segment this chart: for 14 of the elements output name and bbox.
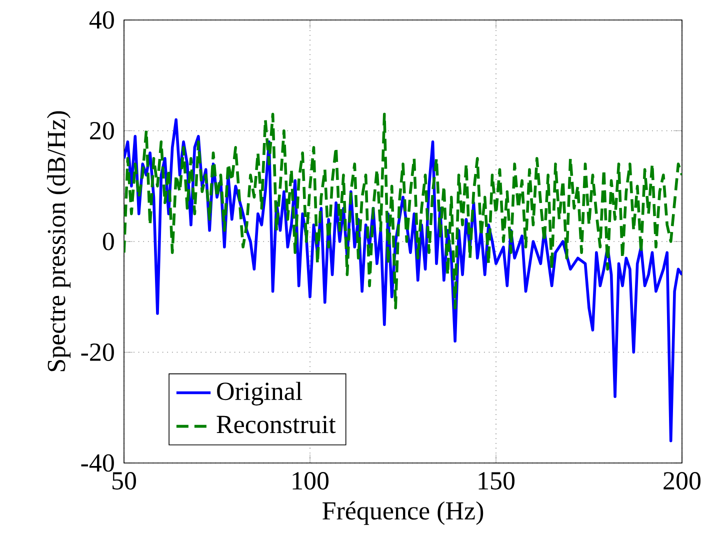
x-axis-title: Fréquence (Hz): [322, 501, 484, 525]
legend-label: Original: [217, 382, 302, 406]
y-tick-label: -40: [81, 454, 114, 472]
x-tick-label: 100: [292, 472, 329, 490]
y-tick-label: -20: [81, 343, 114, 362]
x-tick-label: 200: [664, 472, 701, 490]
x-tick-label: 50: [112, 472, 136, 490]
y-tick-label: 0: [102, 232, 114, 250]
y-axis-title: Spectre pression (dB/Hz): [46, 111, 71, 372]
line-series: [124, 112, 682, 310]
y-tick-label: 20: [90, 122, 114, 140]
y-tick-label: 40: [89, 11, 114, 29]
x-tick-label: 150: [478, 472, 515, 490]
legend-label: Reconstruit: [216, 416, 336, 434]
